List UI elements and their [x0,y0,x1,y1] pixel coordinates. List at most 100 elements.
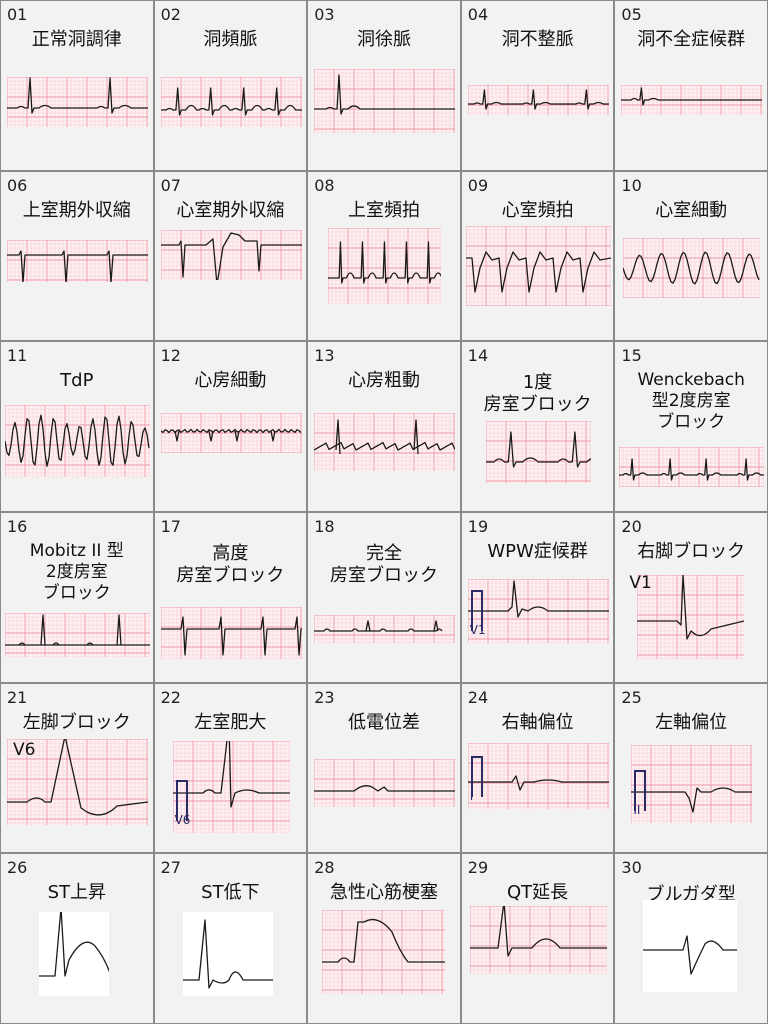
ecg-waveform [623,251,760,285]
calibration-pulse [470,755,483,797]
ecg-title: 完全 房室ブロック [308,543,460,587]
ecg-trace [39,912,109,997]
cell-number: 11 [7,346,28,366]
ecg-waveform [485,431,591,468]
calibration-pulse [634,769,647,811]
ecg-trace [619,447,765,488]
ecg-waveform [469,906,607,957]
cell-number: 24 [467,687,489,707]
ecg-grid-paper [631,744,753,823]
ecg-trace [643,900,738,993]
cell-number: 04 [467,5,489,24]
cell-number: 23 [314,687,335,707]
ecg-cell: 18 完全 房室ブロック [308,513,460,682]
ecg-grid-paper [7,239,148,282]
cell-number: 26 [7,858,28,878]
cell-number: 20 [621,517,642,536]
ecg-title: 洞不整脈 [462,29,614,51]
title-line: 左室肥大 [194,711,267,733]
ecg-title: 右脚ブロック [615,541,767,563]
title-line: 急性心筋梗塞 [329,882,438,904]
ecg-waveform [467,580,609,618]
ecg-waveform [643,935,738,975]
title-line: 高度 [212,543,249,564]
calibration-pulse [470,590,483,631]
ecg-cell: 23 低電位差 [308,683,460,853]
cell-number: 14 [467,346,489,366]
ecg-cell: 05 洞不全症候群 [615,1,767,170]
ecg-waveform [314,620,443,632]
title-line: ST上昇 [47,882,106,904]
cell-number: 21 [7,687,28,707]
ecg-grid-paper [637,575,745,659]
lead-label: V1 [469,623,486,637]
ecg-cell: 26 ST上昇 [1,854,153,1023]
ecg-title: 洞徐脈 [308,29,460,51]
ecg-title: TdP [1,370,153,392]
ecg-grid-paper [314,758,456,807]
title-line: 左軸偏位 [655,711,728,733]
ecg-cell: 28 急性心筋梗塞 [308,854,460,1023]
ecg-trace [485,421,591,484]
title-line: 心室頻拍 [501,199,574,221]
ecg-cell: 21 左脚ブロック V6 [1,683,153,853]
ecg-cell: 24 右軸偏位 I [461,683,614,853]
ecg-grid-paper [469,906,607,975]
title-line: 左脚ブロック [22,711,131,733]
ecg-cell: 30ブルガダ型心電図 [615,854,767,1023]
ecg-trace [7,738,148,825]
title-line: ST低下 [201,882,260,904]
ecg-title: 左軸偏位 [615,712,767,734]
title-line: 房室ブロック [176,565,285,586]
ecg-title: ST低下 [155,882,307,904]
cell-number: 13 [314,346,335,366]
ecg-cell: 13 心房粗動 [308,342,460,511]
ecg-title: 心室期外収縮 [155,200,307,222]
cell-number: 02 [160,5,181,24]
ecg-title: 左脚ブロック [1,712,153,734]
ecg-trace [314,615,456,643]
ecg-title: 右軸偏位 [462,712,614,734]
ecg-cell: 12 心房細動 [154,342,307,511]
ecg-trace [467,579,609,643]
cell-number: 15 [621,346,642,366]
ecg-waveform [314,74,456,115]
title-line: ブロック [42,583,111,603]
title-line: 心室期外収縮 [176,199,285,221]
ecg-waveform [5,414,150,468]
title-line: ブロック [657,412,726,433]
ecg-cell: 03 洞徐脈 [308,1,460,170]
ecg-waveform [314,784,456,792]
ecg-cell: 27 ST低下 [154,854,307,1023]
ecg-waveform [467,775,609,791]
ecg-trace [160,413,302,454]
ecg-cell: 08 上室頻拍 [308,171,460,341]
ecg-waveform [467,89,609,110]
ecg-cell: 14 1度 房室ブロック [461,342,614,511]
ecg-waveform [39,912,109,977]
title-line: 心房粗動 [347,370,420,392]
title-line: 洞徐脈 [356,29,411,50]
ecg-title: 高度 房室ブロック [155,543,307,587]
ecg-trace [7,77,148,127]
ecg-cell: 20 右脚ブロック V1 [615,513,767,682]
ecg-trace [465,225,611,306]
ecg-trace [314,758,456,807]
lead-label: V6 [13,739,36,760]
title-line: 2度房室 [45,562,108,582]
ecg-title: 正常洞調律 [1,29,153,51]
lead-label: V6 [174,812,191,827]
ecg-title: 上室頻拍 [308,200,460,222]
ecg-grid-paper [467,742,609,809]
ecg-title: 低電位差 [308,712,460,734]
title-line: 型2度房室 [651,391,731,412]
ecg-cell: 10 心室細動 [615,171,767,341]
ecg-trace [467,85,609,115]
ecg-trace [182,912,273,997]
cell-number: 27 [160,858,181,878]
title-line: 完全 [365,543,402,564]
ecg-title: Mobitz II 型 2度房室 ブロック [1,541,153,604]
ecg-cell: 19 WPW症候群 V1 [461,513,614,682]
ecg-cell: 15 Wenckebach 型2度房室 ブロック [615,342,767,511]
ecg-trace [5,405,150,478]
